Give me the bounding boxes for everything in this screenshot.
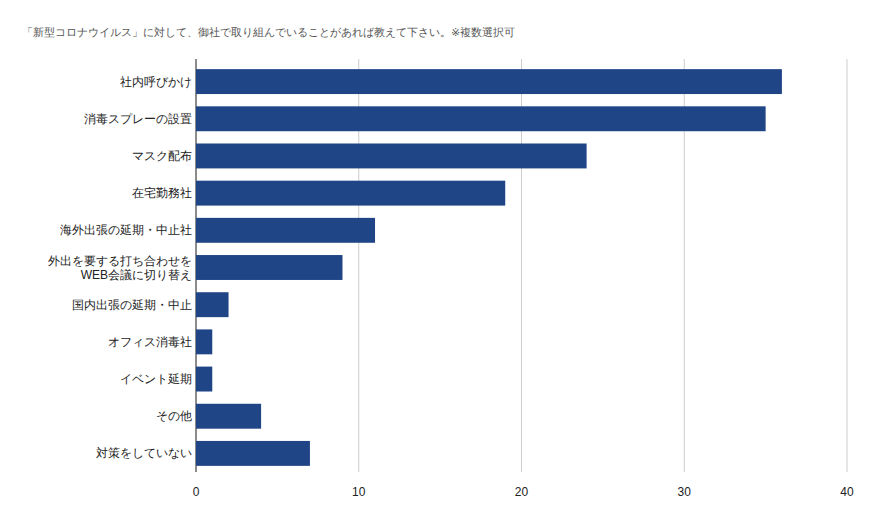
category-label-line: イベント延期 xyxy=(120,372,192,386)
category-label: マスク配布 xyxy=(132,149,192,163)
category-label-line: 社内呼びかけ xyxy=(120,75,192,89)
category-label: 外出を要する打ち合わせをWEB会議に切り替え xyxy=(48,254,192,282)
category-label-line: WEB会議に切り替え xyxy=(81,268,192,282)
tick-label: 20 xyxy=(515,485,529,499)
bar xyxy=(196,329,212,354)
category-label: 対策をしていない xyxy=(96,446,192,460)
title: 「新型コロナウイルス」に対して、御社で取り組んでいることがあれば教えて下さい。※… xyxy=(22,26,515,38)
bar xyxy=(196,292,229,317)
bar xyxy=(196,367,212,392)
chart-svg: 「新型コロナウイルス」に対して、御社で取り組んでいることがあれば教えて下さい。※… xyxy=(0,0,874,525)
category-label-line: その他 xyxy=(156,409,192,423)
bar xyxy=(196,441,310,466)
category-label: イベント延期 xyxy=(120,372,192,386)
bar xyxy=(196,181,505,206)
tick-label: 10 xyxy=(352,485,366,499)
category-label: その他 xyxy=(156,409,192,423)
chart-container: 「新型コロナウイルス」に対して、御社で取り組んでいることがあれば教えて下さい。※… xyxy=(0,0,874,525)
category-label-line: 海外出張の延期・中止社 xyxy=(60,223,192,237)
tick-label: 30 xyxy=(678,485,692,499)
bar xyxy=(196,255,342,280)
category-label-line: 外出を要する打ち合わせを xyxy=(48,254,192,268)
bar xyxy=(196,69,782,94)
grid xyxy=(196,59,847,472)
category-label: 国内出張の延期・中止 xyxy=(72,298,192,312)
category-label: 在宅勤務社 xyxy=(132,186,192,200)
category-labels: 社内呼びかけ消毒スプレーの設置マスク配布在宅勤務社海外出張の延期・中止社外出を要… xyxy=(48,75,192,461)
bar xyxy=(196,404,261,429)
bar xyxy=(196,143,587,168)
tick-label: 0 xyxy=(193,485,200,499)
category-label-line: 消毒スプレーの設置 xyxy=(84,112,192,126)
category-label: 社内呼びかけ xyxy=(120,75,192,89)
category-label: 海外出張の延期・中止社 xyxy=(60,223,192,237)
category-label: 消毒スプレーの設置 xyxy=(84,112,192,126)
category-label-line: オフィス消毒社 xyxy=(108,335,192,349)
background xyxy=(0,0,874,525)
grid-line xyxy=(847,59,848,472)
bar xyxy=(196,218,375,243)
bars xyxy=(196,69,782,466)
category-label-line: 国内出張の延期・中止 xyxy=(72,298,192,312)
tick-label: 40 xyxy=(840,485,854,499)
bar xyxy=(196,106,766,131)
category-label-line: 在宅勤務社 xyxy=(132,186,192,200)
category-label-line: マスク配布 xyxy=(132,149,192,163)
category-label: オフィス消毒社 xyxy=(108,335,192,349)
category-label-line: 対策をしていない xyxy=(96,446,192,460)
